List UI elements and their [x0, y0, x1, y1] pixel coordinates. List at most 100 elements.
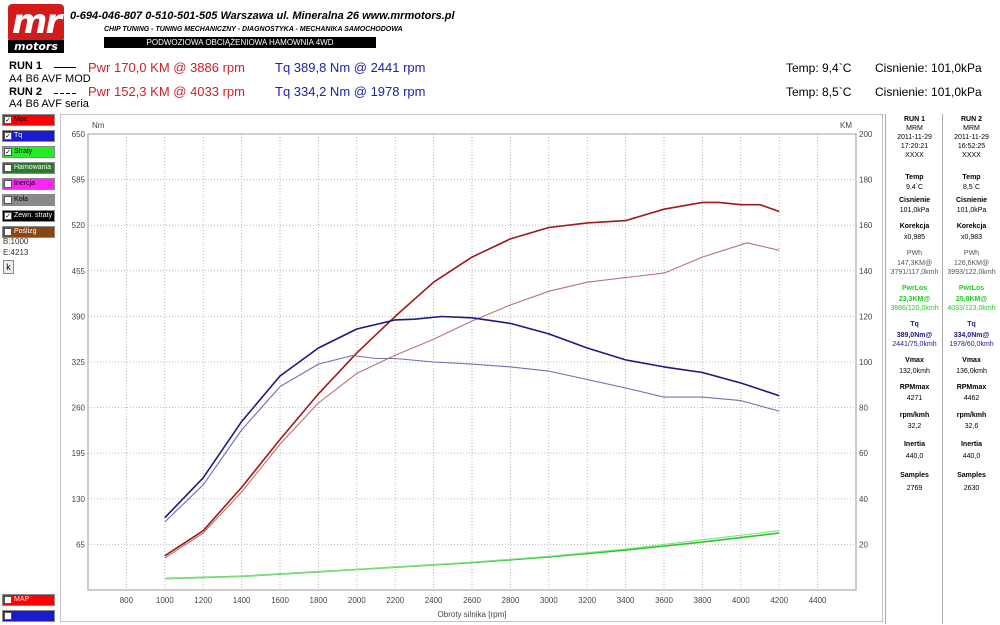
- stat-head-2: 2011-11-29: [897, 134, 932, 141]
- stat-pwh_at: 3791/117,0kmh: [890, 269, 939, 276]
- x-tick-label: 1400: [233, 596, 251, 605]
- series-line-tq-run2: [164, 354, 780, 523]
- series-line-straty-run2: [164, 530, 780, 580]
- logo-motors: motors: [8, 40, 64, 53]
- stat-pwh_label: PWh: [906, 250, 923, 257]
- legend-checkbox[interactable]: ✓: [4, 148, 12, 156]
- legend-label: Poślizg: [14, 228, 37, 235]
- report-header: mr motors 0-694-046-807 0-510-501-505 Wa…: [0, 0, 1000, 58]
- series-line-tq-run1: [164, 315, 780, 519]
- stat-head-4: XXXX: [962, 152, 981, 159]
- stat-rpmkmh_label: rpm/kmh: [899, 412, 930, 419]
- run2-line-sample: [54, 93, 76, 94]
- stat-samples_label: Samples: [900, 472, 929, 479]
- stat-head-1: MRM: [906, 125, 923, 132]
- y-left-tick-label: 455: [72, 267, 86, 276]
- stat-inertia: 440,0: [905, 453, 924, 460]
- stat-temp: 8,5`C: [962, 184, 981, 191]
- y-right-tick-label: 160: [859, 221, 873, 230]
- y-left-tick-label: 130: [72, 495, 86, 504]
- legend-checkbox[interactable]: [4, 596, 12, 604]
- x-tick-label: 4000: [732, 596, 750, 605]
- legend-item[interactable]: Hamowania: [2, 162, 55, 174]
- legend-checkbox[interactable]: ✓: [4, 116, 12, 124]
- stat-pwrlos_at: 4033/123,0kmh: [947, 305, 996, 312]
- stat-tq_label: Tq: [967, 321, 976, 328]
- stat-head-2: 2011-11-29: [954, 134, 989, 141]
- stat-pwrlos: 25,8KM@: [955, 296, 988, 303]
- stat-samples: 2630: [963, 485, 980, 492]
- dyno-chart: 800 1000 1200 1400 1600 1800 2000 2200 2400 2600 2…: [60, 114, 883, 622]
- y-right-tick-label: 100: [859, 358, 873, 367]
- legend-label: Inercja: [14, 180, 36, 187]
- x-tick-label: 3200: [578, 596, 596, 605]
- run2-label: RUN 2: [9, 86, 43, 98]
- legend-bottom-item[interactable]: [2, 610, 55, 622]
- y-left-tick-label: 260: [72, 404, 86, 413]
- stat-rpmmax_label: RPMmax: [956, 384, 987, 391]
- begin-rpm: B:1000: [3, 237, 29, 246]
- legend-label: Tq: [14, 132, 23, 139]
- y-right-tick-label: 40: [859, 495, 868, 504]
- legend-checkbox[interactable]: [4, 164, 12, 172]
- legend-item[interactable]: ✓ Tq: [2, 130, 55, 142]
- y-right-tick-label: 80: [859, 404, 868, 413]
- legend-item[interactable]: ✓ Straty: [2, 146, 55, 158]
- legend-item[interactable]: ✓ Moc: [2, 114, 55, 126]
- legend-checkbox[interactable]: ✓: [4, 212, 12, 220]
- stat-rpmkmh: 32,6: [964, 423, 979, 430]
- dyno-banner: PODWOZIOWA OBCIĄŻENIOWA HAMOWNIA 4WD: [104, 37, 376, 48]
- y-right-tick-label: 180: [859, 176, 873, 185]
- stat-inertia_label: Inertia: [960, 441, 982, 448]
- stat-inertia: 440,0: [962, 453, 981, 460]
- x-tick-label: 1200: [194, 596, 212, 605]
- legend-checkbox[interactable]: [4, 180, 12, 188]
- run1-power: Pwr 170,0 KM @ 3886 rpm: [88, 60, 245, 75]
- stat-vmax_label: Vmax: [905, 357, 924, 364]
- stat-temp_label: Temp: [905, 174, 924, 181]
- run2-pressure: Cisnienie: 101,0kPa: [875, 85, 982, 99]
- y-left-tick-label: 650: [72, 130, 86, 139]
- legend-label: Zewn. straty: [14, 212, 53, 219]
- legend-item[interactable]: ✓ Zewn. straty: [2, 210, 55, 222]
- stat-inertia_label: Inertia: [903, 441, 925, 448]
- k-button[interactable]: k: [3, 260, 14, 274]
- run1-line-sample: [54, 67, 76, 68]
- legend-bottom-item[interactable]: MAP: [2, 594, 55, 606]
- y-right-tick-label: 120: [859, 312, 873, 321]
- x-tick-label: 1600: [271, 596, 289, 605]
- x-tick-label: 3800: [694, 596, 712, 605]
- y-left-tick-label: 390: [72, 312, 86, 321]
- legend-item[interactable]: Koła: [2, 194, 55, 206]
- x-tick-label: 3000: [540, 596, 558, 605]
- stat-pwh_at: 3993/122,0kmh: [947, 269, 996, 276]
- legend-checkbox[interactable]: [4, 196, 12, 204]
- stat-head-3: 16:52:25: [957, 143, 986, 150]
- y-left-tick-label: 65: [76, 540, 85, 549]
- x-tick-label: 800: [120, 596, 134, 605]
- series-line-pwr-run2: [164, 242, 780, 559]
- legend-item[interactable]: Poślizg: [2, 226, 55, 238]
- stat-press: 101,0kPa: [899, 207, 930, 214]
- legend-label: MAP: [14, 596, 30, 603]
- run1-label: RUN 1: [9, 60, 43, 72]
- run2-car: A4 B6 AVF seria: [9, 98, 89, 110]
- stat-pwrlos_at: 3886/120,0kmh: [890, 305, 939, 312]
- y-right-tick-label: 20: [859, 540, 868, 549]
- legend-checkbox[interactable]: ✓: [4, 132, 12, 140]
- stat-head-0: RUN 1: [903, 116, 925, 123]
- legend-item[interactable]: Inercja: [2, 178, 55, 190]
- legend-label: Moc: [14, 116, 28, 123]
- run2-power: Pwr 152,3 KM @ 4033 rpm: [88, 84, 245, 99]
- stat-rpmmax_label: RPMmax: [899, 384, 930, 391]
- y-right-tick-label: 200: [859, 130, 873, 139]
- stat-vmax: 132,0kmh: [899, 368, 930, 375]
- stat-corr: x0,983: [960, 234, 983, 241]
- x-tick-label: 3400: [617, 596, 635, 605]
- legend-checkbox[interactable]: [4, 228, 12, 236]
- run-stats-panel: RUN 1 MRM 2011-11-29 17:20:21 XXXX Temp 9,4`C C…: [885, 114, 1000, 624]
- legend-checkbox[interactable]: [4, 612, 12, 620]
- run1-temp: Temp: 9,4`C: [786, 61, 852, 75]
- stat-pwh: 147,3KM@: [896, 260, 933, 267]
- y-right-tick-label: 60: [859, 449, 868, 458]
